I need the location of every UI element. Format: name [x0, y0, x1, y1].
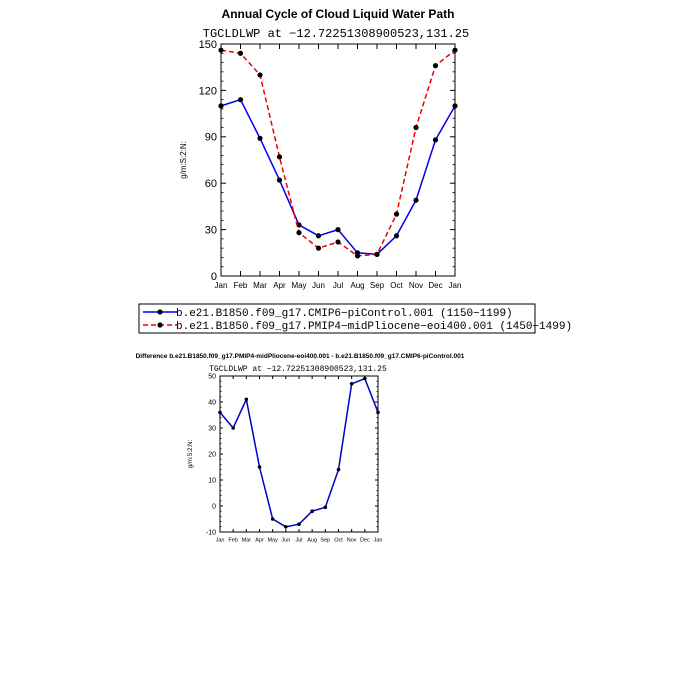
x-tick-label: Jun: [312, 281, 325, 290]
plot-frame: [219, 375, 379, 533]
data-point: [349, 382, 354, 386]
data-point: [310, 509, 314, 513]
x-tick-label: Jun: [281, 538, 290, 544]
data-point: [257, 135, 263, 141]
data-point: [284, 525, 288, 529]
x-tick-label: Sep: [370, 281, 385, 290]
x-tick-label: Oct: [334, 538, 343, 544]
data-point: [296, 230, 302, 236]
data-point: [393, 211, 400, 217]
y-tick-label: 30: [208, 425, 216, 432]
y-tick-label: 120: [199, 85, 217, 97]
data-point: [413, 197, 419, 203]
data-point: [374, 251, 380, 257]
x-tick-label: Aug: [350, 281, 364, 290]
y-axis-label: g/m:S:2:N:: [179, 141, 188, 179]
legend-label-2: b.e21.B1850.f09_g17.PMIP4−midPliocene−eo…: [176, 321, 572, 333]
x-tick-label: Jul: [333, 281, 343, 290]
data-point: [218, 410, 222, 415]
x-tick-label: Jan: [216, 538, 225, 544]
data-point: [432, 137, 439, 143]
x-tick-label: Nov: [347, 538, 357, 544]
data-point: [257, 465, 262, 469]
data-point: [237, 50, 244, 56]
x-tick-label: Jan: [449, 281, 462, 290]
x-tick-label: Nov: [409, 281, 423, 290]
x-tick-label: Oct: [390, 281, 403, 290]
data-point: [244, 397, 249, 402]
data-point: [218, 103, 224, 109]
data-point: [363, 376, 367, 381]
data-point: [323, 505, 328, 510]
x-tick-label: Apr: [273, 281, 286, 290]
data-point: [336, 467, 341, 472]
data-point: [270, 517, 275, 521]
data-point: [297, 522, 301, 526]
data-point: [376, 410, 380, 415]
diff-chart-title: Difference b.e21.B1850.f09_g17.PMIP4-mid…: [136, 353, 465, 360]
legend-marker: [157, 322, 163, 328]
series-line-2: [220, 49, 456, 257]
data-point: [413, 124, 419, 131]
x-tick-label: Dec: [428, 281, 442, 290]
x-tick-label: Jul: [295, 538, 302, 544]
annual-cycle-chart: 0 30 60 90 120 150 Jan Feb Mar Apr May Jun Jul Aug Sep…: [179, 39, 461, 290]
y-tick-label: 0: [211, 271, 217, 283]
y-tick-label: 30: [205, 224, 217, 236]
x-tick-label: Jan: [215, 281, 228, 290]
data-point: [315, 233, 322, 239]
legend-label-1: b.e21.B1850.f09_g17.CMIP6−piControl.001 …: [176, 308, 513, 320]
data-point: [452, 47, 458, 53]
top-chart-title: Annual Cycle of Cloud Liquid Water Path: [222, 7, 455, 21]
data-point: [393, 233, 400, 239]
x-tick-label: May: [291, 281, 306, 290]
y-tick-label: -10: [206, 529, 216, 536]
data-point: [276, 154, 283, 160]
top-chart-subtitle: TGCLDLWP at −12.72251308900523,131.25: [203, 27, 469, 41]
data-point: [257, 72, 263, 78]
chart-legend: b.e21.B1850.f09_g17.CMIP6−piControl.001 …: [138, 303, 572, 334]
y-tick-label: 10: [208, 477, 216, 484]
x-tick-label: Jan: [374, 538, 383, 544]
data-point: [218, 47, 224, 53]
data-point: [335, 239, 341, 245]
y-tick-label: 20: [208, 451, 216, 458]
diff-chart-subtitle: TGCLDLWP at −12.72251308900523,131.25: [209, 365, 387, 374]
data-point: [276, 177, 283, 183]
legend-marker: [157, 309, 163, 315]
y-tick-label: 50: [208, 373, 216, 380]
data-point: [315, 245, 322, 251]
y-tick-label: 150: [199, 39, 217, 51]
y-tick-label: 60: [205, 178, 217, 190]
data-point: [452, 103, 458, 109]
legend-box: [138, 303, 536, 334]
x-tick-label: Mar: [242, 538, 252, 544]
x-tick-label: Apr: [255, 538, 264, 544]
x-tick-label: Sep: [320, 538, 330, 544]
y-axis-label: g/m:S:2:N:: [188, 439, 194, 468]
x-tick-label: Feb: [228, 538, 237, 544]
x-tick-label: May: [267, 538, 278, 544]
x-tick-label: Dec: [360, 538, 370, 544]
series-line-1: [219, 377, 379, 528]
data-point: [354, 253, 361, 259]
data-point: [237, 97, 244, 103]
data-point: [231, 426, 235, 430]
y-tick-label: 90: [205, 132, 217, 144]
x-tick-label: Aug: [307, 538, 317, 544]
x-tick-label: Feb: [234, 281, 248, 290]
data-point: [432, 63, 439, 69]
x-tick-label: Mar: [253, 281, 267, 290]
y-tick-label: 0: [212, 503, 216, 510]
data-point: [335, 227, 341, 233]
y-tick-label: 40: [208, 399, 216, 406]
